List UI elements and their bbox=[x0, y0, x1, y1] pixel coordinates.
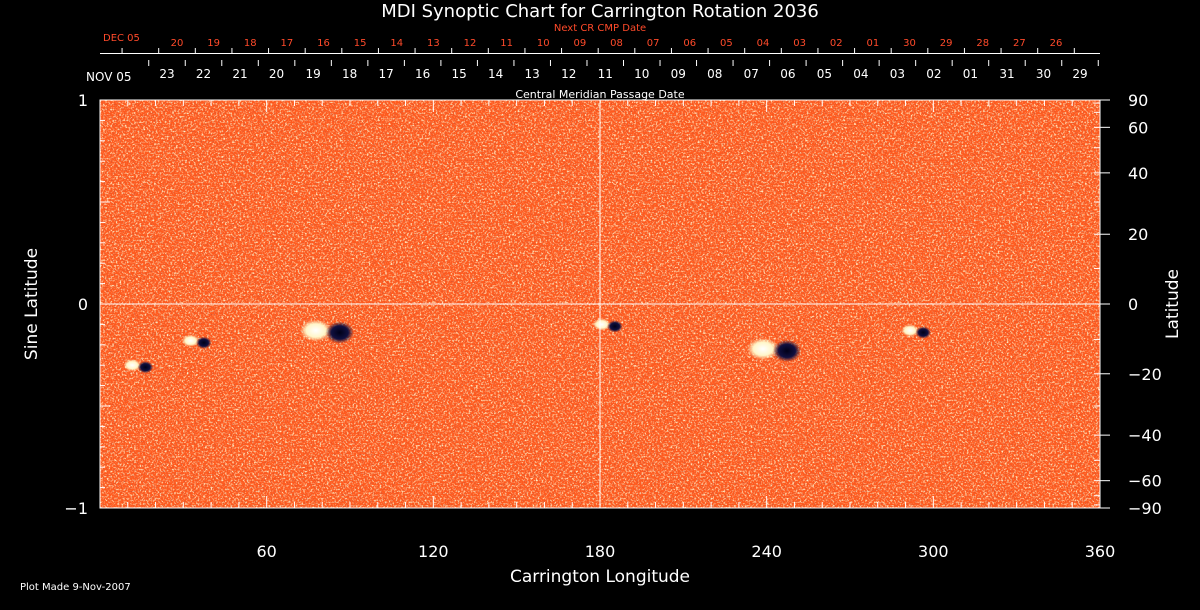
cmp-date-label: 05 bbox=[817, 67, 832, 81]
right-y-tick-label: −40 bbox=[1128, 426, 1162, 445]
negative-polarity-patch bbox=[196, 336, 212, 349]
cmp-date-label: 15 bbox=[452, 67, 467, 81]
next-cr-date-label: 14 bbox=[390, 38, 403, 49]
left-y-axis-ticks: 1 0 −1 bbox=[64, 91, 110, 518]
next-cr-date-ticks: 20 19 18 17 16 15 14 13 12 11 10 09 08 07 06 05 04 03 02 01… bbox=[121, 38, 1075, 53]
next-cr-date-label: 27 bbox=[1013, 38, 1026, 49]
cmp-date-label: 10 bbox=[634, 67, 649, 81]
cmp-date-ticks: 23 22 21 20 19 18 17 16 15 14 13 12 11 10 09 08 07 06 05 04… bbox=[148, 60, 1099, 81]
negative-polarity-patch bbox=[607, 320, 623, 333]
cmp-date-label: 04 bbox=[853, 67, 868, 81]
right-y-tick-label: 40 bbox=[1128, 164, 1148, 183]
left-y-axis-label: Sine Latitude bbox=[22, 248, 42, 360]
cmp-date-label: 30 bbox=[1036, 67, 1051, 81]
negative-polarity-patch bbox=[773, 339, 801, 362]
next-cr-date-label: 20 bbox=[171, 38, 184, 49]
right-y-axis-ticks: 90 60 40 20 0 −20 −40 −60 −90 bbox=[1094, 91, 1162, 518]
cmp-date-label: 12 bbox=[561, 67, 576, 81]
positive-polarity-patch bbox=[299, 319, 332, 342]
right-y-tick-label: −90 bbox=[1128, 499, 1162, 518]
next-cr-date-label: 18 bbox=[244, 38, 257, 49]
next-cr-date-label: 29 bbox=[940, 38, 953, 49]
next-cr-date-label: 01 bbox=[867, 38, 880, 49]
right-y-tick-label: 20 bbox=[1128, 225, 1148, 244]
cmp-date-label: 08 bbox=[707, 67, 722, 81]
next-cr-date-label: 03 bbox=[793, 38, 806, 49]
cmp-date-label: 19 bbox=[305, 67, 320, 81]
next-cr-date-label: 13 bbox=[427, 38, 440, 49]
x-tick-label: 360 bbox=[1085, 542, 1116, 561]
chart-title: MDI Synoptic Chart for Carrington Rotati… bbox=[381, 1, 819, 22]
x-tick-label: 240 bbox=[751, 542, 782, 561]
next-cr-date-label: 04 bbox=[757, 38, 770, 49]
cmp-date-label: 22 bbox=[196, 67, 211, 81]
cmp-date-label: 14 bbox=[488, 67, 503, 81]
next-cr-date-label: 15 bbox=[354, 38, 367, 49]
negative-polarity-patch bbox=[137, 361, 154, 374]
next-cr-start-label: DEC 05 bbox=[103, 33, 140, 44]
cmp-date-label: 06 bbox=[780, 67, 795, 81]
cmp-date-label: 18 bbox=[342, 67, 357, 81]
x-tick-label: 180 bbox=[585, 542, 616, 561]
next-cr-date-label: 19 bbox=[207, 38, 220, 49]
positive-polarity-patch bbox=[901, 324, 919, 337]
x-axis-label: Carrington Longitude bbox=[510, 567, 690, 587]
x-axis-ticks: 60 120 180 240 300 360 bbox=[99, 100, 1116, 561]
cmp-axis-label: Central Meridian Passage Date bbox=[515, 88, 684, 101]
right-y-axis-label: Latitude bbox=[1163, 269, 1183, 339]
right-y-tick-label: −20 bbox=[1128, 365, 1162, 384]
next-cr-date-label: 08 bbox=[610, 38, 623, 49]
cmp-date-label: 31 bbox=[999, 67, 1014, 81]
cmp-date-label: 16 bbox=[415, 67, 430, 81]
x-tick-label: 120 bbox=[418, 542, 449, 561]
positive-polarity-patch bbox=[747, 337, 779, 360]
next-cr-date-label: 16 bbox=[317, 38, 330, 49]
next-cr-date-label: 26 bbox=[1050, 38, 1063, 49]
next-cr-date-label: 07 bbox=[647, 38, 660, 49]
plot-made-footer: Plot Made 9-Nov-2007 bbox=[20, 582, 131, 593]
positive-polarity-patch bbox=[592, 318, 611, 331]
next-cr-date-label: 02 bbox=[830, 38, 843, 49]
next-cr-date-label: 12 bbox=[464, 38, 477, 49]
next-cr-date-label: 28 bbox=[976, 38, 989, 49]
cmp-date-label: 20 bbox=[269, 67, 284, 81]
next-cr-date-label: 06 bbox=[683, 38, 696, 49]
right-y-tick-label: −60 bbox=[1128, 472, 1162, 491]
right-y-tick-label: 90 bbox=[1128, 91, 1148, 110]
next-cr-date-label: 09 bbox=[574, 38, 587, 49]
cmp-date-label: 23 bbox=[159, 67, 174, 81]
left-y-tick-label: 0 bbox=[78, 295, 88, 314]
next-cr-date-label: 11 bbox=[500, 38, 513, 49]
left-y-tick-label: 1 bbox=[78, 91, 88, 110]
positive-polarity-patch bbox=[123, 359, 142, 372]
positive-polarity-patch bbox=[181, 334, 200, 347]
cmp-date-label: 09 bbox=[671, 67, 686, 81]
cmp-start-label: NOV 05 bbox=[86, 70, 132, 84]
cmp-date-label: 03 bbox=[890, 67, 905, 81]
active-regions bbox=[123, 318, 931, 374]
x-tick-label: 60 bbox=[256, 542, 276, 561]
cmp-date-label: 11 bbox=[598, 67, 613, 81]
cmp-date-label: 17 bbox=[378, 67, 393, 81]
next-cr-label: Next CR CMP Date bbox=[554, 23, 646, 34]
next-cr-date-label: 05 bbox=[720, 38, 733, 49]
right-y-tick-label: 60 bbox=[1128, 118, 1148, 137]
next-cr-date-label: 10 bbox=[537, 38, 550, 49]
left-y-tick-label: −1 bbox=[64, 499, 88, 518]
cmp-date-label: 07 bbox=[744, 67, 759, 81]
next-cr-date-label: 30 bbox=[903, 38, 916, 49]
next-cr-date-label: 17 bbox=[281, 38, 294, 49]
cmp-date-label: 02 bbox=[926, 67, 941, 81]
x-tick-label: 300 bbox=[918, 542, 949, 561]
negative-polarity-patch bbox=[915, 326, 931, 339]
negative-polarity-patch bbox=[325, 321, 354, 344]
cmp-date-label: 21 bbox=[232, 67, 247, 81]
cmp-date-label: 01 bbox=[963, 67, 978, 81]
right-y-tick-label: 0 bbox=[1128, 295, 1138, 314]
cmp-date-label: 29 bbox=[1072, 67, 1087, 81]
cmp-date-label: 13 bbox=[525, 67, 540, 81]
